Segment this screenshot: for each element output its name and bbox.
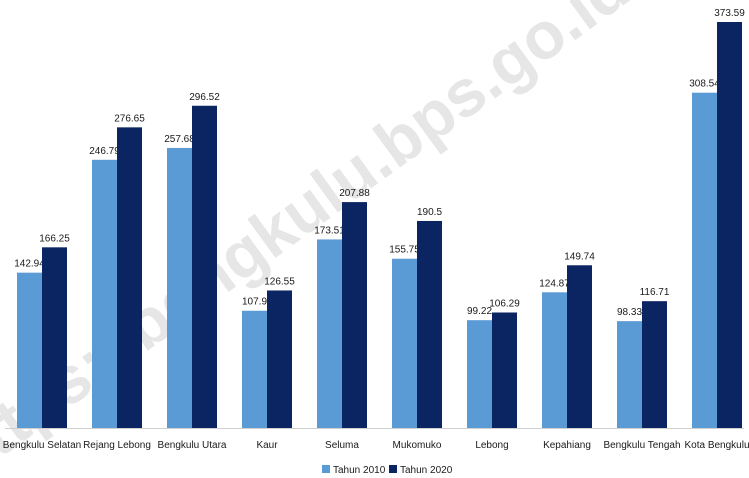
category-label: Kaur xyxy=(256,440,278,451)
bar-tahun-2020-rejang-lebong xyxy=(117,127,142,428)
legend-swatch-tahun-2020 xyxy=(389,465,397,473)
category-label: Mukomuko xyxy=(393,440,442,451)
bar-tahun-2010-lebong xyxy=(467,320,492,428)
category-label: Lebong xyxy=(475,440,508,451)
bar-tahun-2020-bengkulu-selatan xyxy=(42,247,67,428)
bar-tahun-2010-kaur xyxy=(242,310,267,428)
category-label: Bengkulu Utara xyxy=(158,440,227,451)
bar-tahun-2010-mukomuko xyxy=(392,258,417,428)
data-label: 99.22 xyxy=(467,306,492,317)
bar-tahun-2020-kota-bengkulu xyxy=(717,22,742,428)
bars-group: 142.94 166.25 Bengkulu Selatan 246.79 276.65… xyxy=(3,8,749,451)
data-label: 98.33 xyxy=(617,307,642,318)
legend: Tahun 2010 Tahun 2020 xyxy=(322,465,453,476)
data-label: 190.5 xyxy=(417,207,442,218)
data-label: 116.71 xyxy=(640,287,670,298)
bar-tahun-2020-bengkulu-tengah xyxy=(642,301,667,428)
legend-swatch-tahun-2010 xyxy=(322,465,330,473)
bar-tahun-2020-kaur xyxy=(267,290,292,428)
data-label: 106.29 xyxy=(489,298,520,309)
data-label: 246.79 xyxy=(89,146,120,157)
category-label: Kepahiang xyxy=(543,440,591,451)
bar-tahun-2010-kepahiang xyxy=(542,292,567,428)
data-label: 308.54 xyxy=(689,79,720,90)
bar-tahun-2010-bengkulu-tengah xyxy=(617,321,642,428)
category-label: Bengkulu Tengah xyxy=(603,440,680,451)
data-label: 107.9 xyxy=(242,297,267,308)
category-label: Rejang Lebong xyxy=(83,440,151,451)
data-label: 149.74 xyxy=(564,251,595,262)
legend-label: Tahun 2010 xyxy=(333,465,386,476)
bar-tahun-2020-mukomuko xyxy=(417,220,442,428)
category-label: Seluma xyxy=(325,440,359,451)
bar-tahun-2010-rejang-lebong xyxy=(92,159,117,428)
data-label: 173.51 xyxy=(314,225,345,236)
category-label: Kota Bengkulu xyxy=(684,440,749,451)
data-label: 373.59 xyxy=(714,8,745,19)
bar-tahun-2020-seluma xyxy=(342,202,367,428)
legend-label: Tahun 2020 xyxy=(400,465,453,476)
bar-tahun-2020-lebong xyxy=(492,312,517,428)
data-label: 166.25 xyxy=(39,233,70,244)
data-label: 296.52 xyxy=(189,92,220,103)
data-label: 126.55 xyxy=(264,276,295,287)
bar-tahun-2010-bengkulu-selatan xyxy=(17,272,42,428)
data-label: 207.88 xyxy=(339,188,370,199)
bar-tahun-2010-kota-bengkulu xyxy=(692,92,717,429)
data-label: 276.65 xyxy=(114,113,145,124)
category-label: Bengkulu Selatan xyxy=(3,440,81,451)
data-label: 257.68 xyxy=(164,134,195,145)
data-label: 142.94 xyxy=(14,259,45,270)
bar-tahun-2020-bengkulu-utara xyxy=(192,105,217,428)
data-label: 124.87 xyxy=(539,278,570,289)
data-label: 155.75 xyxy=(389,245,420,256)
bar-tahun-2010-seluma xyxy=(317,239,342,428)
bar-tahun-2010-bengkulu-utara xyxy=(167,147,192,429)
bar-tahun-2020-kepahiang xyxy=(567,265,592,428)
